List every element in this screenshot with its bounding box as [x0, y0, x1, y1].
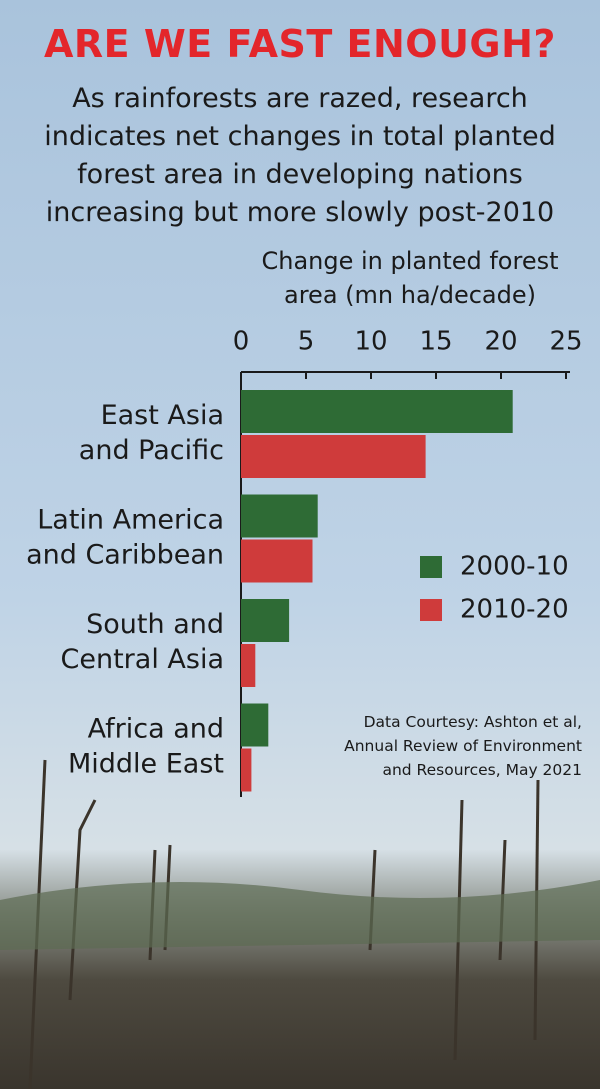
- category-label: Latin America: [37, 505, 224, 536]
- bar: [241, 703, 269, 747]
- category-label: Africa and: [88, 714, 224, 745]
- source-note: Data Courtesy: Ashton et al, Annual Revi…: [344, 713, 582, 779]
- x-tick-label: 20: [484, 327, 517, 357]
- legend-swatch: [420, 556, 442, 578]
- x-tick-label: 10: [354, 327, 387, 357]
- legend-label: 2000-10: [460, 552, 569, 582]
- bar: [241, 390, 513, 433]
- category-label: Middle East: [68, 749, 224, 780]
- subtitle: As rainforests are razed, research indic…: [44, 83, 556, 228]
- bar: [241, 539, 313, 583]
- bar: [241, 435, 426, 478]
- title: ARE WE FAST ENOUGH?: [44, 22, 556, 66]
- x-tick-label: 15: [419, 327, 452, 357]
- bar: [241, 644, 256, 687]
- category-label: and Pacific: [79, 435, 224, 466]
- bar: [241, 599, 290, 642]
- category-label: South and: [86, 609, 224, 640]
- category-label: Central Asia: [61, 644, 224, 675]
- x-tick-label: 25: [549, 327, 582, 357]
- bar: [241, 494, 318, 538]
- bar: [241, 748, 252, 792]
- x-tick-label: 0: [233, 327, 250, 357]
- x-axis-label: Change in planted forest area (mn ha/dec…: [261, 247, 559, 309]
- legend-label: 2010-20: [460, 595, 569, 625]
- category-label: and Caribbean: [26, 540, 224, 571]
- legend-swatch: [420, 599, 442, 621]
- x-tick-label: 5: [298, 327, 315, 357]
- category-label: East Asia: [101, 400, 224, 431]
